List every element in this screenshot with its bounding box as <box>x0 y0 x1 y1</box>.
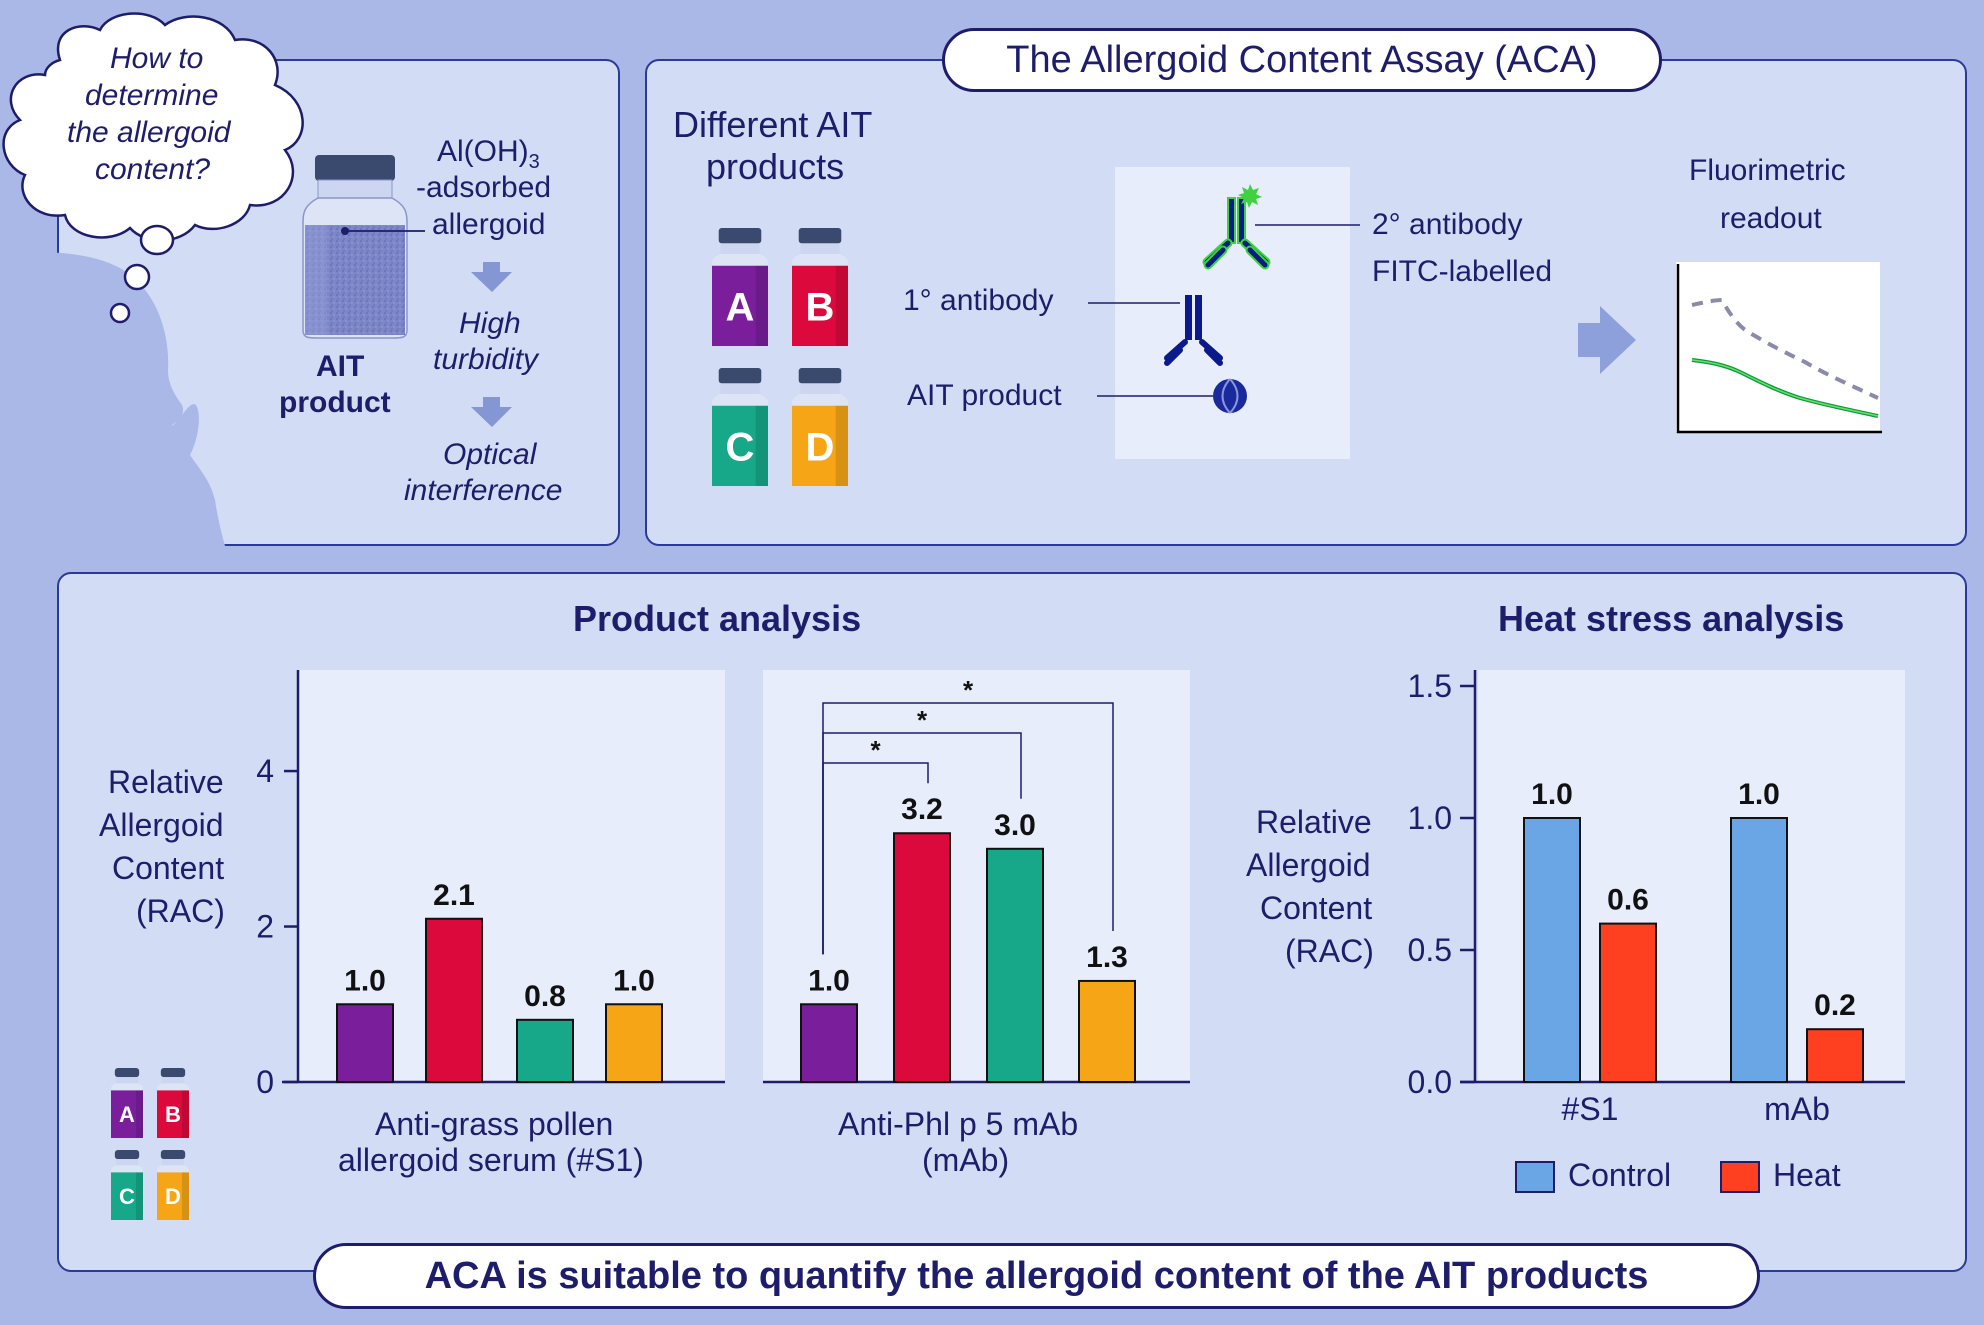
heat-analysis-title: Heat stress analysis <box>1498 598 1845 639</box>
primary-antibody-label: 1° antibody <box>903 284 1054 317</box>
chart2-xlabel-1: Anti-Phl p 5 mAb <box>838 1106 1079 1142</box>
assay-title: The Allergoid Content Assay (ACA) <box>942 28 1662 92</box>
heat-ylabel-4: (RAC) <box>1285 933 1374 969</box>
legend-control-label: Control <box>1568 1157 1672 1193</box>
product-ylabel-1: Relative <box>108 764 224 800</box>
legend-control-swatch <box>1515 1161 1555 1193</box>
product-label-1: AIT <box>316 350 365 383</box>
chart1-xlabel-2: allergoid serum (#S1) <box>338 1142 644 1178</box>
question-line-1: How to <box>110 42 204 75</box>
conclusion-banner: ACA is suitable to quantify the allergoi… <box>313 1243 1760 1309</box>
assay-illustration-box <box>1115 167 1350 459</box>
question-line-4: content? <box>95 153 211 186</box>
chart2-plot-area <box>763 670 1190 1082</box>
chart1-plot-area <box>298 670 725 1082</box>
chart3-plot-area <box>1478 670 1905 1082</box>
ait-product-label: AIT product <box>907 379 1062 412</box>
product-analysis-title: Product analysis <box>573 598 862 639</box>
product-ylabel-2: Allergoid <box>99 807 224 843</box>
products-title-2: products <box>706 146 845 187</box>
chart2-xlabel-2: (mAb) <box>922 1142 1010 1178</box>
heat-ylabel-3: Content <box>1260 890 1373 926</box>
step1-line-2: turbidity <box>433 343 539 376</box>
readout-plot-box <box>1676 262 1880 432</box>
step1-line-1: High <box>459 307 521 340</box>
product-ylabel-3: Content <box>112 850 225 886</box>
chart1-xlabel-1: Anti-grass pollen <box>375 1106 614 1142</box>
step2-line-1: Optical <box>443 438 537 471</box>
secondary-antibody-label-2: FITC-labelled <box>1372 255 1553 288</box>
question-line-3: the allergoid <box>67 116 231 149</box>
adsorbed-line-3: allergoid <box>432 208 546 241</box>
product-label-2: product <box>279 386 391 419</box>
readout-label-2: readout <box>1720 202 1822 235</box>
product-ylabel-4: (RAC) <box>136 893 225 929</box>
heat-ylabel-2: Allergoid <box>1246 847 1371 883</box>
legend-heat-swatch <box>1720 1161 1760 1193</box>
adsorbed-line-2: -adsorbed <box>416 171 552 204</box>
step2-line-2: interference <box>404 474 563 507</box>
adsorbed-line-1: Al(OH)3 <box>437 135 540 173</box>
question-line-2: determine <box>85 79 219 112</box>
readout-label-1: Fluorimetric <box>1689 154 1846 187</box>
secondary-antibody-label-1: 2° antibody <box>1372 208 1523 241</box>
heat-ylabel-1: Relative <box>1256 804 1372 840</box>
legend-heat-label: Heat <box>1773 1157 1841 1193</box>
products-title-1: Different AIT <box>673 104 873 145</box>
